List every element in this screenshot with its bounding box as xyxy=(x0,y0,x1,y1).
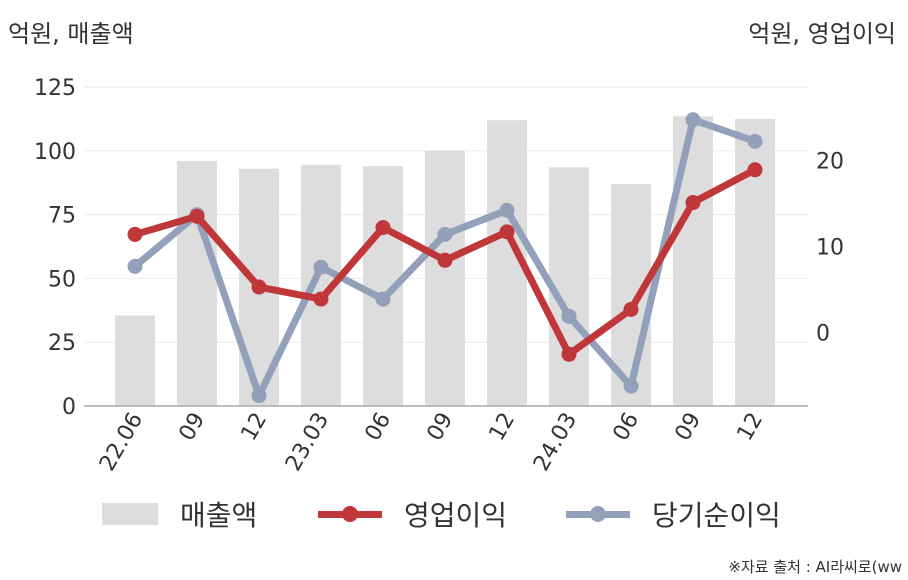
left-axis-tick-label: 125 xyxy=(34,76,76,101)
point-operating-profit xyxy=(747,162,763,178)
x-axis-tick-label: 24.03 xyxy=(529,409,582,476)
x-axis-tick-label: 09 xyxy=(175,409,211,446)
point-operating-profit xyxy=(561,346,577,362)
legend-swatch-operating-profit xyxy=(318,503,382,525)
legend-swatch-revenue xyxy=(102,503,158,525)
point-net-income xyxy=(375,291,391,307)
legend-item-revenue: 매출액 xyxy=(102,492,257,536)
point-operating-profit xyxy=(375,220,391,236)
x-axis-tick-label: 09 xyxy=(423,409,459,446)
point-operating-profit xyxy=(437,252,453,268)
left-axis-tick-label: 25 xyxy=(48,331,76,356)
x-axis-tick-label: 12 xyxy=(237,409,273,446)
point-operating-profit xyxy=(499,224,515,240)
x-axis-tick-label: 22.06 xyxy=(95,409,148,476)
point-net-income xyxy=(437,226,453,242)
left-axis-unit-label: 억원, 매출액 xyxy=(8,20,134,48)
point-operating-profit xyxy=(623,301,639,317)
point-net-income xyxy=(623,378,639,394)
point-net-income xyxy=(685,112,701,128)
point-net-income xyxy=(251,388,267,404)
legend: 매출액 영업이익 당기순이익 xyxy=(0,492,908,536)
source-credit: ※자료 출처 : AI라씨로(ww xyxy=(728,558,902,576)
x-axis-tick-label: 12 xyxy=(485,409,521,446)
point-operating-profit xyxy=(127,226,143,242)
point-operating-profit xyxy=(313,291,329,307)
left-axis-tick-label: 75 xyxy=(48,204,76,229)
x-axis-tick-label: 06 xyxy=(609,409,645,446)
point-operating-profit xyxy=(189,208,205,224)
x-axis-tick-label: 23.03 xyxy=(281,409,334,476)
legend-item-operating-profit: 영업이익 xyxy=(318,492,507,536)
x-axis-tick-label: 09 xyxy=(671,409,707,446)
right-axis-tick-label: 0 xyxy=(816,322,830,347)
point-net-income xyxy=(561,308,577,324)
point-net-income xyxy=(747,133,763,149)
bar-revenue xyxy=(735,118,775,407)
legend-label-net-income: 당기순이익 xyxy=(652,499,781,532)
right-axis-tick-label: 20 xyxy=(816,149,844,174)
right-axis-unit-label: 억원, 영업이익 xyxy=(748,20,896,48)
point-net-income xyxy=(499,202,515,218)
bar-revenue xyxy=(673,116,713,407)
point-net-income xyxy=(127,258,143,274)
point-net-income xyxy=(313,259,329,275)
point-operating-profit xyxy=(251,279,267,295)
bar-revenue xyxy=(425,150,465,406)
bar-revenue xyxy=(177,161,217,406)
legend-label-operating-profit: 영업이익 xyxy=(404,499,508,532)
bar-revenue xyxy=(115,315,155,406)
x-axis-tick-label: 12 xyxy=(733,409,769,446)
left-axis-tick-label: 100 xyxy=(34,140,76,165)
legend-swatch-net-income xyxy=(566,503,630,525)
right-axis-tick-label: 10 xyxy=(816,236,844,261)
legend-label-revenue: 매출액 xyxy=(180,499,258,532)
left-axis-tick-label: 50 xyxy=(48,267,76,292)
legend-item-net-income: 당기순이익 xyxy=(566,492,781,536)
x-axis-tick-label: 06 xyxy=(361,409,397,446)
point-operating-profit xyxy=(685,195,701,211)
left-axis-tick-label: 0 xyxy=(62,395,76,420)
